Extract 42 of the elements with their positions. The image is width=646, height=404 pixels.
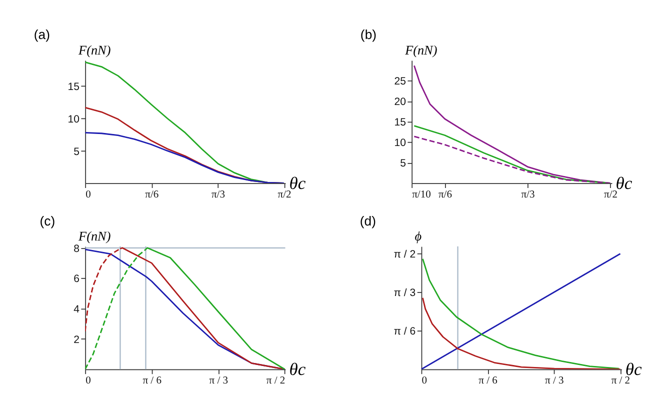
x-axis-title: θc	[289, 172, 306, 193]
x-tick-label: π / 3	[209, 376, 228, 387]
y-tick-label: 6	[74, 273, 80, 286]
chart-title: (c)	[40, 213, 56, 228]
y-tick-label: π / 6	[394, 326, 416, 338]
x-tick-label: π/3	[521, 190, 535, 201]
y-axis-title: ϕ	[414, 228, 422, 244]
x-tick-label: π/3	[211, 190, 225, 201]
y-axis-title: F(nN)	[78, 228, 111, 244]
y-axis-title: F(nN)	[78, 42, 111, 58]
y-tick-label: 5	[400, 158, 406, 170]
x-tick-label: π / 6	[478, 376, 498, 387]
y-tick-label: π / 2	[394, 248, 416, 261]
x-axis-title: θc	[616, 172, 632, 193]
y-tick-label: 10	[394, 137, 406, 150]
chart-title: (a)	[34, 27, 50, 42]
x-tick-label: π/2	[604, 190, 618, 201]
x-tick-label: 0	[86, 376, 91, 387]
x-tick-label: π / 6	[142, 376, 162, 387]
x-tick-label: 0	[422, 376, 428, 387]
x-tick-label: π/2	[278, 190, 292, 201]
y-tick-label: 4	[74, 304, 80, 316]
x-tick-label: π/10	[412, 190, 431, 201]
chart-title: (d)	[360, 213, 376, 228]
x-axis-title: θc	[289, 358, 306, 379]
x-tick-label: π/6	[438, 190, 452, 201]
x-tick-label: π/6	[145, 190, 159, 201]
y-tick-label: 10	[68, 113, 80, 126]
x-tick-label: π / 2	[611, 376, 630, 387]
y-tick-label: 20	[394, 96, 406, 108]
y-tick-label: 15	[68, 81, 80, 94]
y-tick-label: 15	[394, 116, 406, 129]
y-tick-label: 25	[394, 76, 406, 88]
y-tick-label: 5	[74, 146, 80, 158]
chart-title: (b)	[360, 27, 377, 42]
y-tick-label: 2	[74, 334, 80, 346]
x-tick-label: 0	[86, 190, 91, 201]
x-tick-label: π / 3	[545, 376, 564, 387]
y-tick-label: 8	[74, 242, 80, 255]
y-axis-title: F(nN)	[404, 42, 438, 58]
x-tick-label: π / 2	[266, 376, 286, 387]
y-tick-label: π / 3	[394, 287, 416, 300]
